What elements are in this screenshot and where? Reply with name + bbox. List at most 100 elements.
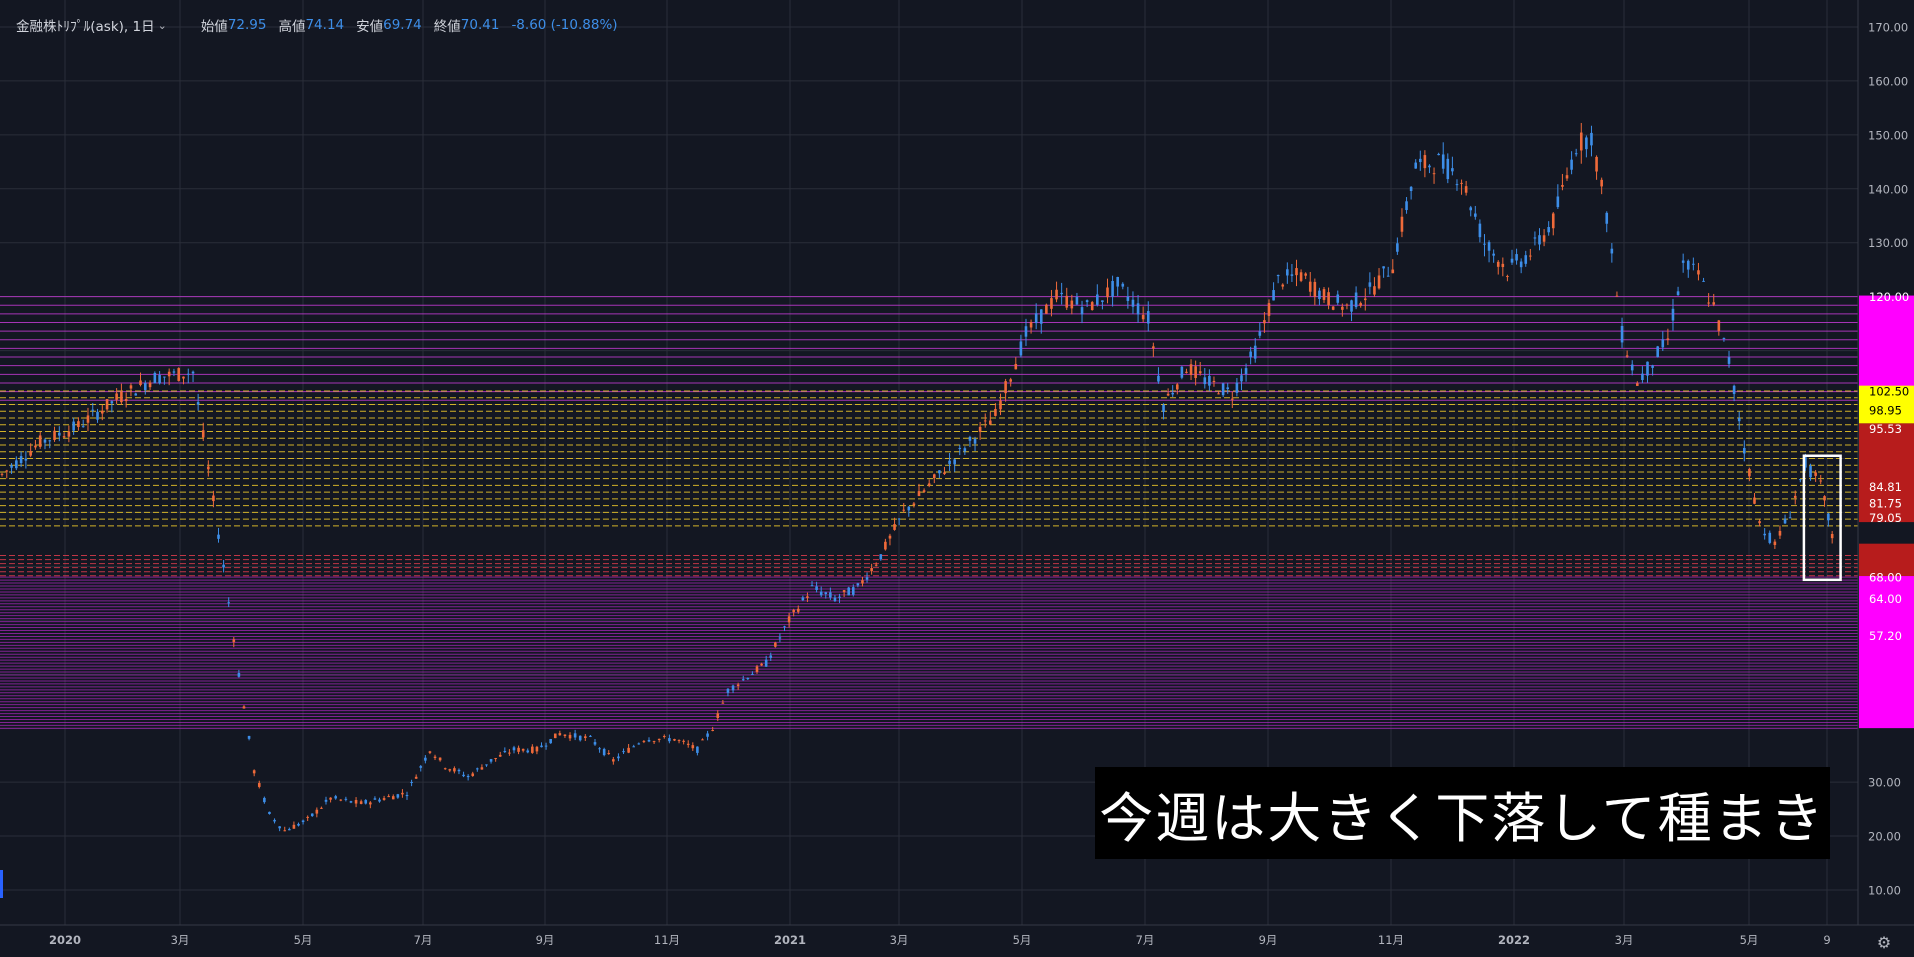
candle-body [1464, 186, 1468, 193]
candle-body [72, 421, 75, 431]
candle-body [139, 380, 142, 386]
candle-body [558, 733, 562, 736]
candle-body [498, 754, 502, 757]
candle-body [1331, 306, 1335, 310]
candle-body [1585, 137, 1588, 150]
candle-body [263, 797, 266, 803]
symbol-title[interactable]: 金融株ﾄﾘﾌﾟﾙ(ask), 1日 [16, 19, 155, 35]
candle-body [1712, 302, 1716, 305]
candle-body [865, 577, 869, 580]
candle-body [1783, 518, 1787, 524]
candle-body [517, 747, 520, 752]
candle-body [443, 768, 447, 770]
candle-body [1126, 296, 1130, 301]
candle-body [359, 801, 363, 804]
candle-body [1414, 162, 1418, 169]
candle-body [387, 796, 390, 798]
y-tick-label: 140.00 [1868, 182, 1908, 196]
candle-body [1263, 320, 1266, 324]
candle-body [568, 734, 572, 739]
candle-body [1221, 383, 1225, 396]
candle-body [691, 745, 695, 749]
candle-body [746, 677, 750, 680]
candle-body [158, 374, 161, 384]
candle-body [1327, 292, 1330, 306]
candle-body [1235, 382, 1239, 393]
candle-body [861, 580, 864, 584]
candle-body [1004, 381, 1007, 394]
candle-body [549, 739, 552, 744]
x-tick-label: 11月 [654, 933, 680, 947]
candle-body [129, 385, 133, 389]
candle-body [1492, 253, 1495, 256]
candle-body [405, 795, 409, 797]
candle-body [292, 824, 296, 829]
candle-body [237, 672, 241, 677]
chevron-down-icon[interactable]: ⌄ [157, 18, 167, 32]
candle-body [242, 706, 246, 709]
candle-body [1231, 398, 1234, 400]
candle-body [1748, 468, 1751, 477]
candle-body [1423, 155, 1427, 169]
candle-body [1162, 404, 1165, 412]
candle-body [888, 535, 892, 539]
candle-body [622, 751, 625, 753]
x-tick-label: 2020 [49, 933, 81, 947]
candle-body [1692, 263, 1695, 265]
candle-body [686, 743, 690, 745]
candle-body [414, 776, 418, 779]
candle-body [741, 679, 745, 681]
candle-body [1405, 201, 1408, 211]
candle-body [172, 371, 176, 373]
candle-body [897, 518, 901, 520]
candle-body [953, 459, 956, 465]
candle-body [1743, 447, 1746, 454]
candle-body [806, 596, 809, 598]
scroll-marker[interactable] [0, 870, 3, 898]
highlight-box [1802, 454, 1842, 582]
candle-body [612, 759, 615, 762]
gear-icon[interactable]: ⚙ [1876, 933, 1892, 952]
candle-body [1605, 212, 1609, 224]
candle-body [1418, 158, 1422, 163]
candle-body [602, 748, 606, 756]
candle-body [1141, 314, 1145, 320]
candle-body [257, 783, 261, 787]
candle-body [589, 735, 592, 737]
candle-body [163, 376, 166, 378]
candle-body [1194, 366, 1197, 379]
candle-body [1469, 207, 1473, 211]
candle-body [1773, 541, 1777, 545]
candle-body [217, 534, 220, 539]
candle-body [232, 639, 236, 643]
candle-body [1350, 300, 1353, 312]
candle-body [1368, 282, 1372, 287]
candle-body [1085, 300, 1089, 303]
candle-body [24, 458, 28, 461]
candle-body [110, 401, 114, 404]
candle-body [378, 799, 381, 802]
candle-body [1373, 286, 1376, 295]
candle-body [1249, 351, 1252, 358]
candle-body [382, 798, 386, 800]
candle-body [466, 775, 470, 778]
candle-body [1299, 272, 1303, 281]
candle-body [1799, 479, 1802, 481]
candle-body [1386, 275, 1390, 277]
candle-body [796, 608, 800, 612]
y-tick-label: 10.00 [1868, 883, 1901, 897]
candle-body [1819, 480, 1823, 482]
x-tick-label: 5月 [1740, 933, 1759, 947]
candle-body [339, 799, 343, 801]
legend-bar: 金融株ﾄﾘﾌﾟﾙ(ask), 1日 ⌄ 始値 72.95 高値 74.14 安値… [16, 14, 618, 36]
candle-body [196, 402, 200, 405]
candle-body [874, 564, 878, 566]
price-label: 98.95 [1869, 404, 1902, 418]
candle-body [1080, 307, 1084, 315]
candle-body [1671, 308, 1675, 321]
high-label: 高値 [278, 19, 306, 35]
candle-body [652, 741, 656, 743]
candle-body [485, 764, 488, 766]
